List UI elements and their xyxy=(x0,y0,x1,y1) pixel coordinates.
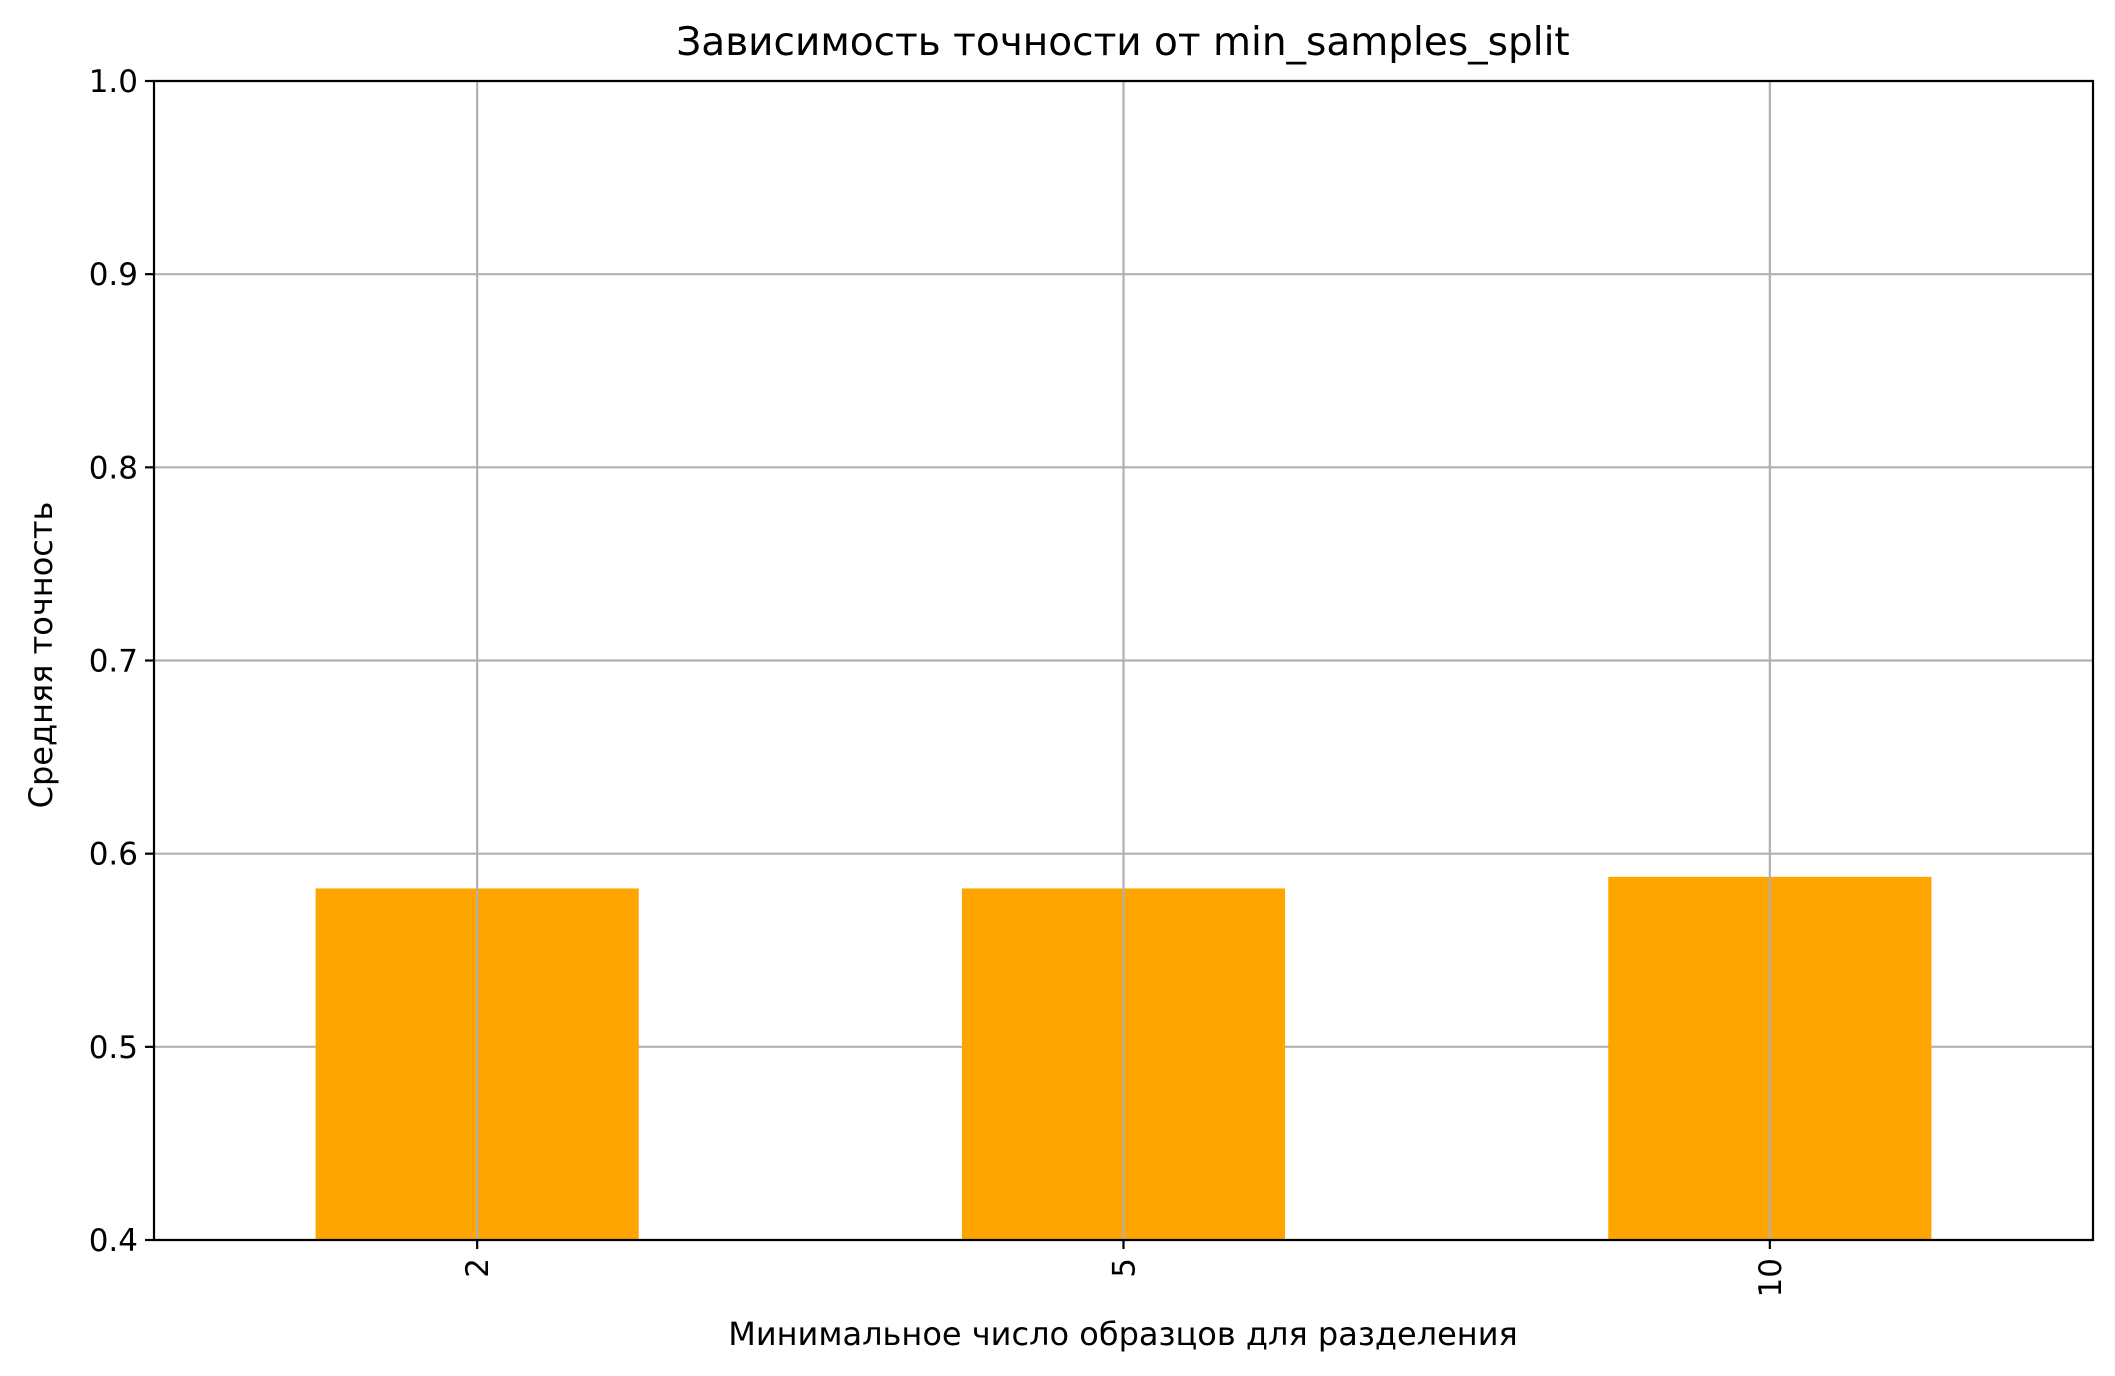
x-axis-label: Минимальное число образцов для разделени… xyxy=(728,1315,1518,1353)
y-tick-label: 0.4 xyxy=(89,1223,138,1259)
y-tick-label: 0.8 xyxy=(89,450,138,486)
y-tick-label: 1.0 xyxy=(89,64,138,100)
y-tick-label: 0.5 xyxy=(89,1030,138,1066)
x-tick-label: 5 xyxy=(1107,1258,1143,1278)
x-grid xyxy=(476,81,1771,1240)
x-tick-label: 10 xyxy=(1753,1258,1789,1297)
y-axis-label: Средняя точность xyxy=(22,502,60,809)
y-tick-label: 0.7 xyxy=(89,644,138,680)
y-tick-label: 0.9 xyxy=(89,257,138,293)
chart-title: Зависимость точности от min_samples_spli… xyxy=(676,20,1569,65)
x-tick-label: 2 xyxy=(460,1258,496,1278)
ticks: 0.4 0.5 0.6 0.7 0.8 0.9 1.0 2 5 10 xyxy=(89,64,1789,1297)
y-tick-label: 0.6 xyxy=(89,837,138,873)
